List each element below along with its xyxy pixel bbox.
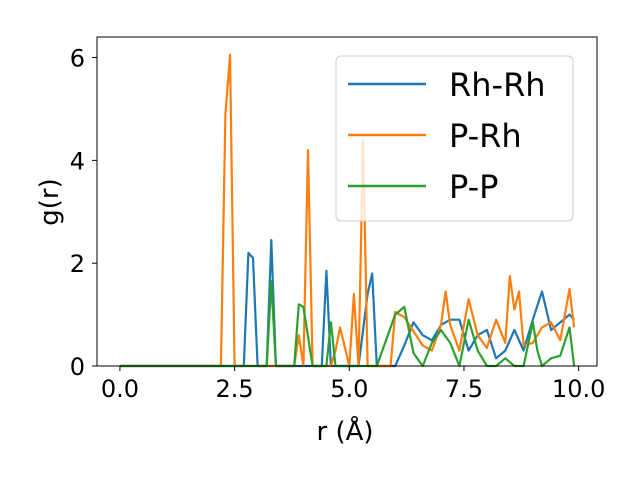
- y-axis-ticks: 0 2 4 6: [70, 45, 97, 381]
- x-tick-label: 2.5: [216, 375, 254, 403]
- legend-label-p-p: P-P: [449, 168, 498, 206]
- plot-frame: [96, 36, 598, 367]
- y-tick-label: 6: [70, 45, 85, 73]
- y-tick-label: 4: [70, 147, 85, 175]
- legend: Rh-Rh P-Rh P-P: [335, 55, 574, 222]
- legend-label-rh-rh: Rh-Rh: [449, 66, 546, 104]
- series-line-p-p: [119, 280, 576, 368]
- y-axis-label: g(r): [35, 178, 65, 225]
- x-tick-label: 7.5: [445, 375, 483, 403]
- legend-label-p-rh: P-Rh: [449, 117, 522, 155]
- x-tick-label: 5.0: [330, 375, 368, 403]
- y-tick-label: 2: [70, 250, 85, 278]
- x-tick-label: 0.0: [101, 375, 139, 403]
- x-axis-label: r (Å): [316, 415, 373, 447]
- y-tick-label: 0: [70, 353, 85, 381]
- series-line-p-rh: [119, 53, 576, 368]
- x-tick-label: 10.0: [552, 375, 605, 403]
- legend-box: [335, 55, 574, 222]
- x-axis-ticks: 0.0 2.5 5.0 7.5 10.0: [101, 366, 605, 403]
